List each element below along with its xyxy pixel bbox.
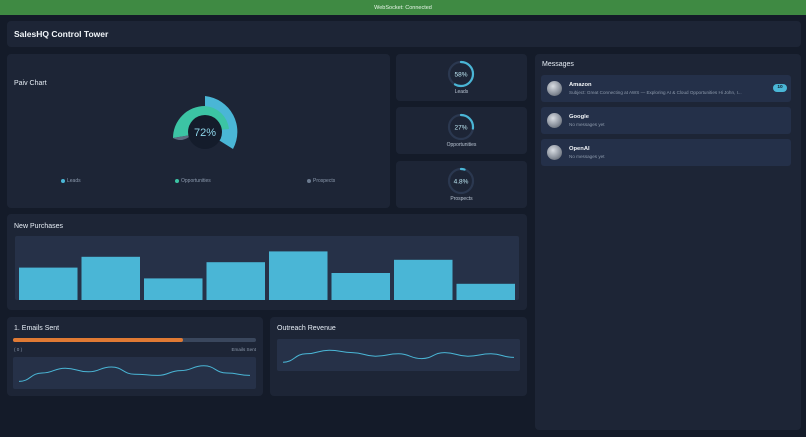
legend-item-opportunities: Opportunities — [175, 178, 211, 184]
purchase-bar[interactable] — [269, 251, 328, 300]
kpi-card-leads[interactable]: 58% Leads — [396, 54, 527, 101]
websocket-status-text: WebSocket: Connected — [374, 4, 432, 11]
purchase-bar[interactable] — [206, 262, 266, 300]
kpi-label: Leads — [454, 89, 469, 95]
legend-item-prospects: Prospects — [307, 178, 335, 184]
messages-panel: Messages Amazon Subject: Great Connectin… — [535, 54, 801, 430]
new-purchases-title: New Purchases — [14, 223, 64, 230]
kpi-card-prospects[interactable]: 4.8% Prospects — [396, 161, 527, 208]
page-title: SalesHQ Control Tower — [14, 29, 109, 39]
purchase-bar[interactable] — [19, 267, 78, 300]
legend-label: Prospects — [313, 178, 336, 184]
pie-segment-opportunities-right[interactable] — [205, 106, 229, 130]
avatar — [547, 145, 562, 160]
outreach-revenue-panel: Outreach Revenue — [270, 317, 527, 396]
emails-progress-track — [13, 338, 256, 342]
avatar — [547, 113, 562, 128]
revenue-sparkline-area — [277, 339, 520, 371]
kpi-ring-leads: 58% — [447, 60, 475, 88]
purchases-chart-area — [15, 236, 519, 300]
pie-center-hole — [188, 115, 222, 149]
avatar — [547, 81, 562, 96]
message-item-google[interactable]: Google No messages yet — [541, 107, 791, 134]
kpi-ring-prospects: 4.8% — [447, 167, 475, 195]
purchase-bar[interactable] — [456, 283, 516, 300]
sparkline-path — [18, 365, 251, 382]
kpi-value: 58% — [454, 72, 467, 79]
kpi-label: Prospects — [450, 196, 473, 202]
pie-chart-panel: Paiv Chart 72% Leads Opportunities Prosp… — [7, 54, 390, 208]
emails-sent-panel: 1. Emails Sent ( 0 ) Emails Sent — [7, 317, 263, 396]
new-purchases-panel: New Purchases — [7, 214, 527, 310]
emails-progress-fill — [13, 338, 184, 342]
revenue-sparkline — [282, 349, 515, 363]
message-preview: No messages yet — [569, 122, 605, 127]
emails-sparkline-area — [13, 357, 256, 389]
messages-title: Messages — [542, 61, 574, 68]
message-preview: No messages yet — [569, 154, 605, 159]
legend-dot-icon — [307, 179, 311, 183]
outreach-revenue-title: Outreach Revenue — [277, 325, 336, 332]
pie-segment-prospects[interactable] — [173, 135, 191, 141]
message-item-openai[interactable]: OpenAI No messages yet — [541, 139, 791, 166]
legend-dot-icon — [61, 179, 65, 183]
emails-axis-right: Emails Sent — [231, 347, 256, 352]
emails-sparkline — [18, 365, 251, 382]
unread-count-badge: 10 — [773, 84, 787, 92]
legend-label: Leads — [67, 178, 81, 184]
purchase-bar[interactable] — [81, 256, 141, 300]
message-sender: OpenAI — [569, 146, 590, 152]
pie-center-label: 72% — [194, 127, 216, 139]
kpi-value: 4.8% — [454, 179, 469, 186]
pie-chart-title: Paiv Chart — [14, 80, 47, 87]
kpi-label: Opportunities — [446, 142, 477, 148]
legend-item-leads: Leads — [61, 178, 81, 184]
legend-dot-icon — [175, 179, 179, 183]
emails-axis-left: ( 0 ) — [14, 347, 23, 352]
sparkline-path — [282, 349, 515, 363]
kpi-card-opportunities[interactable]: 27% Opportunities — [396, 107, 527, 154]
pie-chart: 72% — [173, 96, 238, 149]
message-sender: Google — [569, 114, 589, 120]
purchases-bar-chart — [19, 251, 516, 300]
purchase-bar[interactable] — [144, 278, 203, 300]
header: SalesHQ Control Tower — [7, 21, 801, 47]
message-sender: Amazon — [569, 82, 592, 88]
kpi-ring-opportunities: 27% — [447, 113, 475, 141]
emails-sent-title: 1. Emails Sent — [14, 325, 60, 332]
message-preview: Subject: Great Connecting at AWS — Explo… — [569, 90, 742, 95]
pie-segment-opportunities-main[interactable] — [173, 106, 205, 138]
kpi-value: 27% — [454, 125, 467, 132]
purchase-bar[interactable] — [331, 273, 391, 300]
legend-label: Opportunities — [181, 178, 211, 184]
purchase-bar[interactable] — [394, 259, 453, 300]
message-item-amazon[interactable]: Amazon Subject: Great Connecting at AWS … — [541, 75, 791, 102]
websocket-status-bar: WebSocket: Connected — [0, 0, 806, 15]
